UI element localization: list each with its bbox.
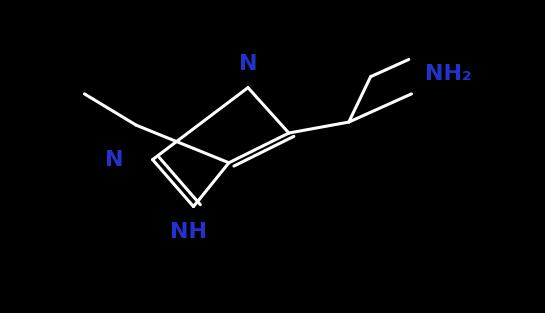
- Text: NH₂: NH₂: [425, 64, 472, 84]
- Text: NH: NH: [169, 222, 207, 242]
- Text: N: N: [239, 54, 257, 74]
- Text: N: N: [105, 150, 124, 170]
